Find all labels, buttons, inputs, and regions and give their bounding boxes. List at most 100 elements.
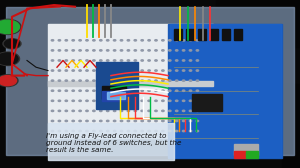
Circle shape [58,50,61,51]
Circle shape [155,40,157,41]
Circle shape [106,80,109,81]
Circle shape [93,90,95,91]
Text: I'm using a Fly-lead connected to
ground instead of 6 switches, but the
result i: I'm using a Fly-lead connected to ground… [46,133,182,153]
Circle shape [196,90,199,91]
Circle shape [141,120,143,122]
Circle shape [176,130,178,132]
Circle shape [106,110,109,112]
Circle shape [148,50,150,51]
Circle shape [120,110,123,112]
Circle shape [86,110,88,112]
Circle shape [155,60,157,61]
Circle shape [106,130,109,132]
Circle shape [155,50,157,51]
Circle shape [162,50,164,51]
Circle shape [65,80,68,81]
Circle shape [176,120,178,122]
Circle shape [176,90,178,91]
Circle shape [182,80,185,81]
Circle shape [86,130,88,132]
Circle shape [189,70,192,71]
Circle shape [148,40,150,41]
Circle shape [100,70,102,71]
Circle shape [155,100,157,101]
Circle shape [86,120,88,122]
Circle shape [113,70,116,71]
Circle shape [93,100,95,101]
Bar [282,84,300,168]
Circle shape [100,100,102,101]
Circle shape [72,40,74,41]
Circle shape [100,40,102,41]
Circle shape [148,130,150,132]
Circle shape [58,100,61,101]
Circle shape [65,60,68,61]
Circle shape [72,90,74,91]
Circle shape [134,80,136,81]
Circle shape [113,80,116,81]
Bar [48,123,174,160]
Circle shape [169,70,171,71]
Circle shape [141,110,143,112]
Circle shape [196,100,199,101]
Circle shape [141,90,143,91]
Circle shape [51,120,54,122]
Circle shape [86,40,88,41]
Circle shape [141,40,143,41]
Circle shape [176,50,178,51]
Circle shape [51,100,54,101]
Circle shape [134,90,136,91]
Circle shape [176,60,178,61]
Circle shape [120,40,123,41]
Circle shape [120,130,123,132]
Bar [168,24,282,158]
Circle shape [72,50,74,51]
Circle shape [189,130,192,132]
Circle shape [155,80,157,81]
Circle shape [100,50,102,51]
Circle shape [176,100,178,101]
Circle shape [58,80,61,81]
Circle shape [113,60,116,61]
Bar [210,29,218,40]
Circle shape [155,130,157,132]
Circle shape [182,100,185,101]
Bar [216,0,300,47]
Circle shape [72,100,74,101]
Circle shape [162,120,164,122]
Circle shape [141,130,143,132]
Circle shape [86,70,88,71]
Circle shape [65,120,68,122]
Circle shape [182,120,185,122]
Circle shape [58,130,61,132]
Circle shape [169,40,171,41]
Circle shape [196,70,199,71]
Circle shape [189,90,192,91]
Circle shape [100,60,102,61]
Circle shape [79,80,81,81]
Bar [174,29,182,40]
Circle shape [189,110,192,112]
Circle shape [65,70,68,71]
Circle shape [148,80,150,81]
Circle shape [169,50,171,51]
Circle shape [169,90,171,91]
Circle shape [148,100,150,101]
Circle shape [106,90,109,91]
Circle shape [72,60,74,61]
Circle shape [0,53,18,65]
Circle shape [65,50,68,51]
Circle shape [58,120,61,122]
Circle shape [155,110,157,112]
Circle shape [106,60,109,61]
Circle shape [113,100,116,101]
Circle shape [93,130,95,132]
Circle shape [65,90,68,91]
Circle shape [100,120,102,122]
Circle shape [120,80,123,81]
Circle shape [65,40,68,41]
Circle shape [182,50,185,51]
Circle shape [72,120,74,122]
Circle shape [169,120,171,122]
Circle shape [127,100,130,101]
